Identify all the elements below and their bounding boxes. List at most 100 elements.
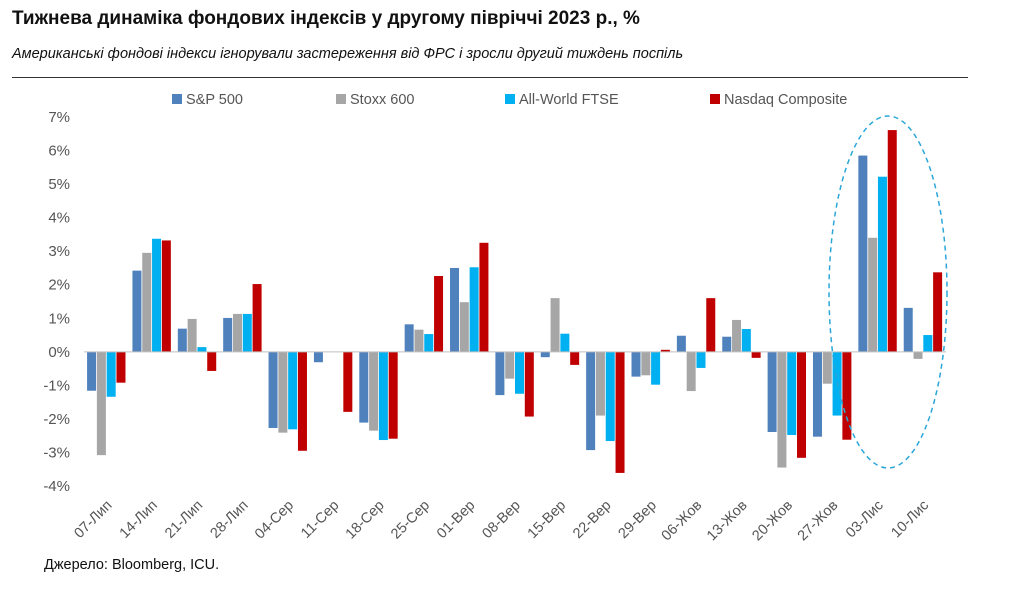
x-tick-label: 22-Вер: [570, 498, 614, 542]
bar-nasdaq-18: [887, 130, 897, 352]
bar-ftse-18: [877, 176, 887, 352]
y-tick-label: -4%: [43, 478, 70, 495]
bar-stoxx-14: [686, 351, 696, 392]
bar-ftse-15: [741, 329, 751, 352]
bar-sp500-11: [540, 351, 550, 358]
bar-nasdaq-1: [116, 351, 126, 383]
x-tick-label: 08-Вер: [479, 498, 523, 542]
bar-stoxx-12: [595, 351, 605, 416]
bar-nasdaq-17: [842, 351, 852, 440]
y-tick-label: -3%: [43, 444, 70, 461]
bar-ftse-9: [469, 267, 479, 352]
bar-stoxx-19: [913, 351, 923, 359]
bar-ftse-8: [424, 334, 434, 352]
bar-sp500-13: [631, 351, 641, 377]
y-tick-label: 5%: [48, 176, 70, 193]
bar-ftse-5: [288, 351, 298, 430]
bar-nasdaq-13: [660, 349, 670, 352]
x-tick-label: 11-Сер: [298, 498, 342, 542]
y-tick-label: 3%: [48, 243, 70, 260]
x-tick-label: 03-Лис: [843, 498, 887, 542]
x-tick-label: 06-Жов: [659, 497, 706, 544]
x-tick-label: 10-Лис: [888, 498, 932, 542]
bar-sp500-8: [404, 324, 414, 352]
y-tick-label: 1%: [48, 310, 70, 327]
bar-sp500-4: [223, 317, 233, 352]
bar-stoxx-18: [868, 237, 878, 352]
bar-nasdaq-16: [797, 351, 807, 458]
bar-stoxx-10: [505, 351, 515, 379]
bar-ftse-16: [787, 351, 797, 436]
bar-stoxx-5: [278, 351, 288, 433]
bar-nasdaq-4: [252, 284, 262, 352]
bar-ftse-11: [560, 333, 570, 352]
bar-nasdaq-8: [434, 276, 444, 352]
highlight-ellipse: [828, 115, 948, 469]
legend-label-stoxx: Stoxx 600: [350, 92, 415, 108]
bar-ftse-10: [515, 351, 524, 394]
bar-stoxx-8: [414, 329, 424, 352]
bar-nasdaq-7: [388, 351, 398, 439]
y-tick-label: 2%: [48, 277, 70, 294]
legend-label-nasdaq: Nasdaq Composite: [724, 92, 847, 108]
chart-legend: S&P 500 Stoxx 600 All-World FTSE Nasdaq Com…: [172, 92, 847, 108]
bar-sp500-17: [812, 351, 822, 437]
bar-sp500-15: [722, 336, 732, 352]
bar-sp500-10: [495, 351, 505, 396]
x-tick-label: 04-Сер: [252, 498, 297, 543]
x-tick-label: 27-Жов: [795, 497, 842, 544]
title-divider: [12, 77, 968, 78]
y-tick-label: 4%: [48, 210, 70, 227]
bar-ftse-14: [696, 351, 706, 368]
bar-ftse-1: [106, 351, 116, 397]
bar-stoxx-3: [187, 318, 197, 352]
bar-sp500-3: [177, 328, 187, 352]
x-tick-label: 07-Лип: [71, 498, 115, 542]
bar-sp500-18: [858, 155, 868, 352]
bar-nasdaq-10: [524, 351, 534, 417]
bar-nasdaq-11: [570, 351, 580, 365]
legend-label-ftse: All-World FTSE: [519, 92, 619, 108]
x-tick-label: 01-Вер: [434, 498, 478, 542]
bar-stoxx-11: [550, 298, 560, 352]
y-tick-label: 6%: [48, 143, 70, 160]
bar-nasdaq-2: [161, 240, 171, 352]
bar-sp500-2: [132, 270, 142, 352]
bar-ftse-2: [152, 238, 162, 352]
x-tick-label: 29-Вер: [616, 498, 660, 542]
bar-stoxx-16: [777, 351, 787, 468]
bar-stoxx-1: [96, 351, 106, 456]
bar-ftse-4: [242, 313, 252, 352]
page-title: Тижнева динаміка фондових індексів у дру…: [12, 8, 640, 29]
y-tick-label: 7%: [48, 109, 70, 126]
x-tick-label: 20-Жов: [749, 497, 796, 544]
bar-stoxx-4: [232, 313, 242, 352]
x-tick-label: 18-Сер: [343, 498, 388, 543]
bar-sp500-1: [87, 351, 97, 391]
bar-sp500-16: [767, 351, 777, 432]
bar-nasdaq-15: [751, 351, 761, 358]
bar-stoxx-7: [369, 351, 379, 431]
bar-sp500-9: [450, 267, 460, 352]
x-tick-label: 13-Жов: [704, 497, 751, 544]
bar-series-group: [87, 130, 943, 473]
bar-ftse-13: [651, 351, 661, 385]
legend-swatch-nasdaq: [710, 94, 720, 104]
x-tick-label: 14-Лип: [117, 498, 161, 542]
bar-sp500-12: [586, 351, 596, 451]
bar-stoxx-13: [641, 351, 651, 376]
page-subtitle: Американські фондові індекси ігнорували …: [12, 46, 684, 62]
bar-nasdaq-14: [706, 298, 716, 352]
bar-nasdaq-6: [343, 351, 353, 412]
y-axis: 7% 6% 5% 4% 3% 2% 1% 0% -1% -2% -3% -4%: [43, 109, 70, 495]
bar-ftse-19: [923, 335, 933, 352]
bar-stoxx-2: [142, 252, 152, 352]
bar-ftse-7: [378, 351, 388, 441]
x-tick-label: 28-Лип: [207, 498, 251, 542]
legend-swatch-sp500: [172, 94, 182, 104]
bar-stoxx-9: [459, 302, 469, 352]
source-note: Джерело: Bloomberg, ICU.: [44, 557, 220, 573]
bar-stoxx-17: [822, 351, 832, 384]
x-axis: 07-Лип 14-Лип 21-Лип 28-Лип 04-Сер 11-Сер 18-С…: [71, 497, 932, 544]
